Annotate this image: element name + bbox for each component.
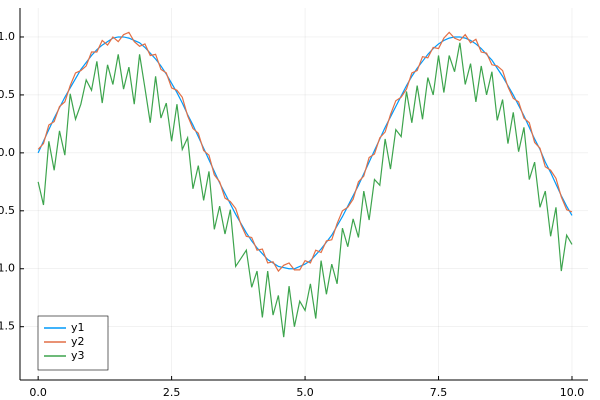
line-series xyxy=(37,31,573,273)
x-tick-label: 10.0 xyxy=(560,386,585,399)
x-tick-label: 7.5 xyxy=(430,386,448,399)
y-tick-label: 1.0 xyxy=(0,30,15,43)
x-tick-label: 5.0 xyxy=(296,386,314,399)
x-tick-label: 0.0 xyxy=(29,386,47,399)
y-tick-label: 0.0 xyxy=(0,146,15,159)
y-tick-label: -1.0 xyxy=(0,262,15,275)
y-tick-label: 0.5 xyxy=(0,88,15,101)
legend-label: y3 xyxy=(71,349,85,362)
legend-label: y1 xyxy=(71,321,85,334)
line-series xyxy=(37,36,573,270)
legend-box xyxy=(37,315,109,371)
x-tick-label: 2.5 xyxy=(163,386,181,399)
y-tick-label: -1.5 xyxy=(0,320,15,333)
line-series xyxy=(37,42,573,338)
legend-label: y2 xyxy=(71,335,85,348)
y-tick-label: -0.5 xyxy=(0,204,15,217)
